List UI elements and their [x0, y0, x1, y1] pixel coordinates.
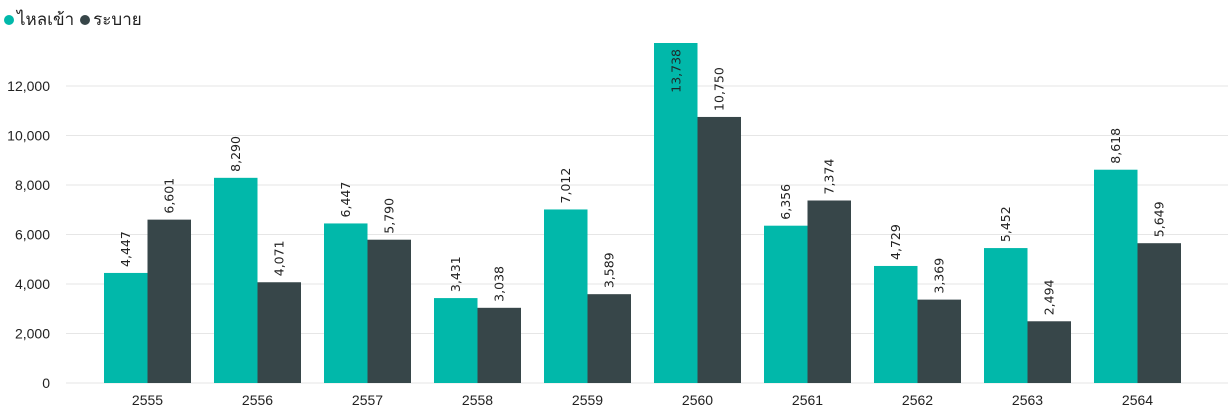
bar[interactable]: [984, 248, 1028, 383]
data-label: 8,290: [228, 136, 243, 172]
bar[interactable]: [1027, 321, 1072, 383]
bar[interactable]: [874, 265, 918, 383]
bar[interactable]: [1094, 169, 1138, 383]
bar[interactable]: [807, 200, 852, 383]
bar[interactable]: [1137, 243, 1182, 383]
data-label: 4,071: [272, 240, 287, 276]
bars: [104, 43, 1181, 383]
data-label: 8,618: [1108, 128, 1123, 164]
legend-dot-outflow-icon: [80, 14, 91, 25]
y-tick-label: 0: [42, 375, 50, 391]
x-tick-label: 2562: [902, 392, 933, 408]
bar[interactable]: [324, 223, 368, 383]
data-label: 7,374: [822, 159, 837, 195]
data-label: 6,356: [778, 184, 793, 220]
bar[interactable]: [764, 225, 808, 383]
data-label: 5,452: [998, 206, 1013, 242]
y-tick-label: 2,000: [15, 326, 50, 342]
data-labels: 4,447 6,601 8,290 4,071 6,447 5,790 3,431 3,038…: [118, 49, 1167, 315]
legend-item-outflow[interactable]: ระบาย: [80, 6, 142, 33]
bar[interactable]: [477, 307, 522, 383]
x-tick-label: 2559: [572, 392, 603, 408]
data-label: 3,369: [932, 258, 947, 294]
x-tick-label: 2557: [352, 392, 383, 408]
data-label: 6,447: [338, 182, 353, 218]
y-tick-label: 12,000: [7, 78, 50, 94]
data-label: 10,750: [712, 67, 727, 111]
x-axis: 2555 2556 2557 2558 2559 2560 2561 2562 2563 2564: [132, 392, 1153, 408]
bar[interactable]: [257, 282, 302, 383]
bar[interactable]: [434, 298, 478, 383]
bar[interactable]: [697, 116, 742, 383]
bar[interactable]: [544, 209, 588, 383]
data-label: 7,012: [558, 168, 573, 204]
bar[interactable]: [147, 219, 192, 383]
x-tick-label: 2558: [462, 392, 493, 408]
legend-item-inflow[interactable]: ไหลเข้า: [4, 6, 74, 33]
legend-label-inflow: ไหลเข้า: [17, 10, 75, 30]
bar[interactable]: [917, 299, 962, 383]
bar[interactable]: [654, 43, 698, 383]
x-tick-label: 2556: [242, 392, 273, 408]
data-label: 13,738: [668, 49, 683, 93]
data-label: 3,431: [448, 256, 463, 292]
y-axis: 0 2,000 4,000 6,000 8,000 10,000 12,000: [7, 78, 50, 391]
data-label: 2,494: [1042, 279, 1057, 315]
data-label: 5,649: [1152, 201, 1167, 237]
bar[interactable]: [214, 177, 258, 383]
x-tick-label: 2563: [1012, 392, 1043, 408]
x-tick-label: 2555: [132, 392, 163, 408]
data-label: 4,729: [888, 224, 903, 260]
data-label: 3,589: [602, 252, 617, 288]
x-tick-label: 2560: [682, 392, 713, 408]
bar[interactable]: [587, 294, 632, 383]
legend-dot-inflow-icon: [4, 14, 14, 25]
data-label: 3,038: [492, 266, 507, 302]
data-label: 6,601: [162, 178, 177, 214]
bar[interactable]: [104, 272, 148, 383]
y-tick-label: 4,000: [15, 276, 50, 292]
data-label: 5,790: [382, 198, 397, 234]
legend: ไหลเข้า ระบาย: [4, 6, 148, 33]
y-tick-label: 10,000: [7, 128, 50, 144]
x-tick-label: 2561: [792, 392, 823, 408]
data-label: 4,447: [118, 231, 133, 267]
y-tick-label: 6,000: [15, 227, 50, 243]
y-tick-label: 8,000: [15, 177, 50, 193]
legend-label-outflow: ระบาย: [93, 10, 142, 30]
x-tick-label: 2564: [1122, 392, 1153, 408]
bar[interactable]: [367, 239, 412, 383]
